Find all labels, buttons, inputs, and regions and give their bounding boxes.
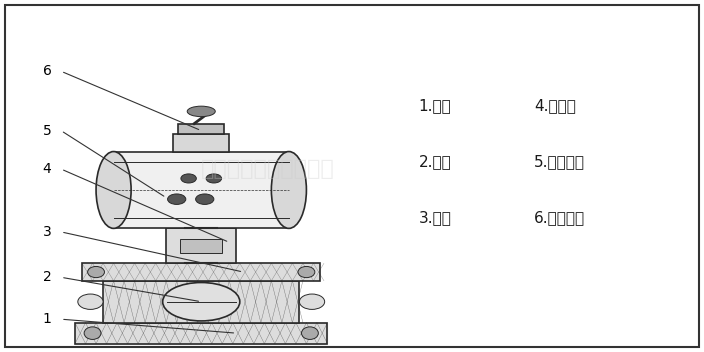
Ellipse shape [301, 327, 318, 339]
Ellipse shape [206, 174, 222, 183]
Text: 1.阀体: 1.阀体 [419, 99, 451, 114]
Ellipse shape [299, 294, 325, 309]
Text: 4: 4 [43, 162, 51, 176]
Text: 5.执行机构: 5.执行机构 [534, 155, 585, 170]
Circle shape [163, 283, 240, 321]
Ellipse shape [87, 266, 104, 278]
Text: 4.连接轴: 4.连接轴 [534, 99, 576, 114]
FancyBboxPatch shape [113, 152, 289, 228]
Ellipse shape [196, 194, 214, 205]
FancyBboxPatch shape [178, 124, 224, 134]
Text: 6.控制附件: 6.控制附件 [534, 210, 586, 225]
Text: 3.支架: 3.支架 [419, 210, 451, 225]
Ellipse shape [187, 106, 215, 117]
Ellipse shape [271, 152, 306, 228]
FancyBboxPatch shape [180, 239, 222, 253]
Text: 2: 2 [43, 270, 51, 284]
Ellipse shape [84, 327, 101, 339]
Ellipse shape [298, 266, 315, 278]
Text: 2.阀芊: 2.阀芊 [419, 155, 451, 170]
FancyBboxPatch shape [82, 263, 320, 281]
Ellipse shape [168, 194, 186, 205]
Ellipse shape [78, 294, 103, 309]
FancyBboxPatch shape [166, 228, 237, 263]
FancyBboxPatch shape [103, 281, 299, 323]
Text: 3: 3 [43, 225, 51, 239]
Text: 1: 1 [42, 312, 51, 326]
Ellipse shape [181, 174, 196, 183]
FancyBboxPatch shape [75, 323, 327, 344]
Ellipse shape [96, 152, 131, 228]
FancyBboxPatch shape [173, 134, 230, 152]
Text: 5: 5 [43, 124, 51, 138]
Text: 6: 6 [42, 64, 51, 78]
Text: 首选阀门集团有限公司: 首选阀门集团有限公司 [201, 159, 334, 179]
